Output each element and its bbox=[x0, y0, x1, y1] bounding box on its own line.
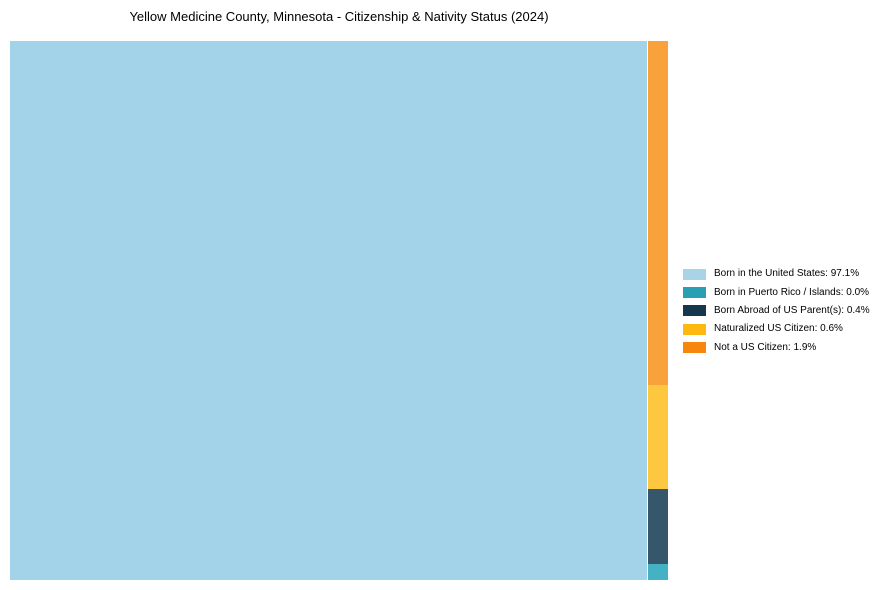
legend-swatch-born-abroad bbox=[683, 305, 706, 317]
legend-label-naturalized: Naturalized US Citizen: 0.6% bbox=[714, 323, 843, 335]
treemap-cell-born-us[interactable] bbox=[10, 41, 647, 580]
treemap-cell-not-citizen[interactable] bbox=[648, 41, 668, 385]
legend-label-born-us: Born in the United States: 97.1% bbox=[714, 268, 860, 280]
legend-label-puerto-rico: Born in Puerto Rico / Islands: 0.0% bbox=[714, 286, 870, 298]
treemap-cell-born-abroad[interactable] bbox=[648, 489, 668, 564]
treemap-cell-naturalized[interactable] bbox=[648, 385, 668, 489]
treemap-plot-area bbox=[10, 41, 668, 580]
legend-swatch-not-citizen bbox=[683, 342, 706, 354]
legend-swatch-puerto-rico bbox=[683, 287, 706, 299]
treemap-cell-puerto-rico[interactable] bbox=[648, 564, 668, 580]
legend-item-puerto-rico[interactable]: Born in Puerto Rico / Islands: 0.0% bbox=[683, 283, 870, 301]
legend-label-born-abroad: Born Abroad of US Parent(s): 0.4% bbox=[714, 304, 870, 316]
chart-title: Yellow Medicine County, Minnesota - Citi… bbox=[129, 9, 549, 24]
legend-label-not-citizen: Not a US Citizen: 1.9% bbox=[714, 341, 817, 353]
legend-item-born-us[interactable]: Born in the United States: 97.1% bbox=[683, 265, 870, 283]
legend-item-born-abroad[interactable]: Born Abroad of US Parent(s): 0.4% bbox=[683, 302, 870, 320]
legend-swatch-born-us bbox=[683, 268, 706, 280]
legend-item-naturalized[interactable]: Naturalized US Citizen: 0.6% bbox=[683, 320, 870, 338]
legend: Born in the United States: 97.1% Born in … bbox=[683, 265, 870, 357]
legend-item-not-citizen[interactable]: Not a US Citizen: 1.9% bbox=[683, 339, 870, 357]
legend-swatch-naturalized bbox=[683, 323, 706, 335]
